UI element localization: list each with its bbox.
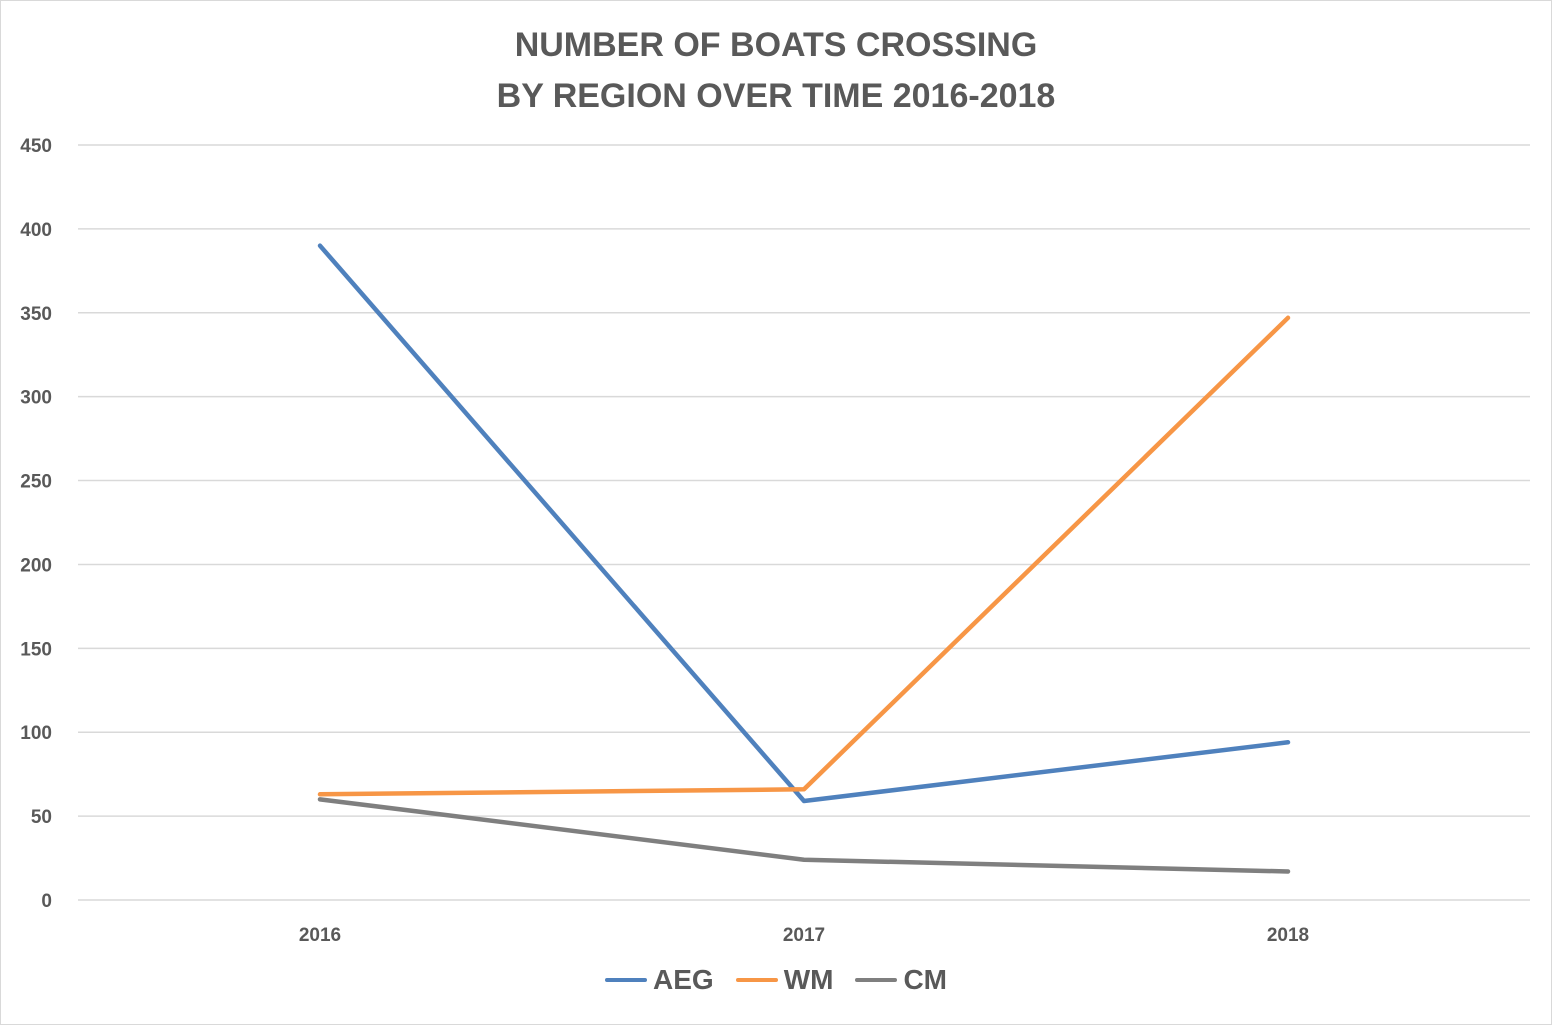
x-tick-label: 2016 xyxy=(299,925,341,946)
legend-swatch xyxy=(855,978,898,982)
series-line-cm xyxy=(317,797,1291,874)
x-tick-label: 2018 xyxy=(1267,925,1309,946)
series-lines xyxy=(317,243,1291,874)
gridlines xyxy=(78,144,1530,901)
chart-title: NUMBER OF BOATS CROSSING BY REGION OVER … xyxy=(0,20,1552,122)
y-tick-label: 450 xyxy=(20,136,52,157)
legend-item-aeg: AEG xyxy=(605,964,714,996)
y-tick-label: 250 xyxy=(20,472,52,493)
chart-title-line-2: BY REGION OVER TIME 2016-2018 xyxy=(496,77,1056,115)
y-tick-label: 200 xyxy=(20,555,52,576)
legend-item-cm: CM xyxy=(855,964,947,996)
y-tick-label: 300 xyxy=(20,388,52,409)
chart-title-line-1: NUMBER OF BOATS CROSSING xyxy=(514,26,1038,64)
y-tick-label: 350 xyxy=(20,304,52,325)
y-tick-label: 150 xyxy=(20,639,52,660)
x-tick-label: 2017 xyxy=(783,925,825,946)
legend-label: AEG xyxy=(653,964,714,995)
legend-label: CM xyxy=(903,964,947,995)
y-tick-label: 100 xyxy=(20,723,52,744)
y-tick-label: 400 xyxy=(20,220,52,241)
legend-swatch xyxy=(735,978,778,982)
legend: AEG WM CM xyxy=(0,964,1552,996)
legend-item-wm: WM xyxy=(735,964,834,996)
legend-label: WM xyxy=(783,964,834,995)
legend-swatch xyxy=(605,978,647,982)
y-axis-ticks: 0 50 100 150 200 250 300 350 400 450 xyxy=(20,136,52,912)
series-line-aeg xyxy=(317,243,1291,804)
y-tick-label: 50 xyxy=(31,807,52,828)
series-line-wm xyxy=(317,315,1291,797)
x-axis-ticks: 2016 2017 2018 xyxy=(299,925,1309,946)
y-tick-label: 0 xyxy=(41,891,52,912)
